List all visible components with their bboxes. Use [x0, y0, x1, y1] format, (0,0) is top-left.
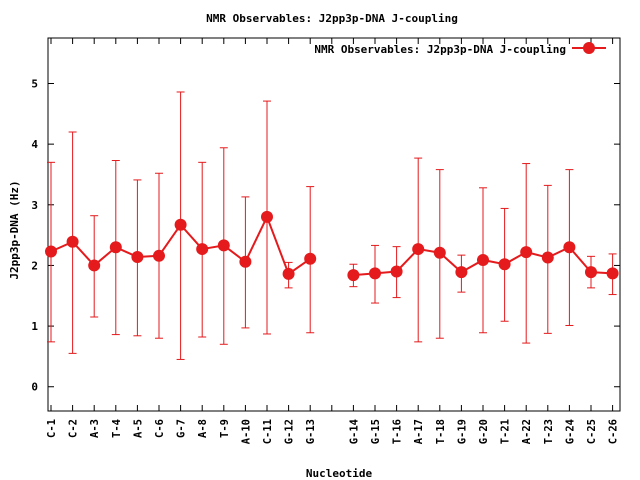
data-point — [45, 245, 57, 258]
legend: NMR Observables: J2pp3p-DNA J-coupling — [314, 42, 606, 56]
y-tick-label: 1 — [31, 320, 38, 333]
data-point — [477, 253, 489, 266]
x-tick-label: C-2 — [68, 419, 80, 438]
x-tick-label: T-18 — [435, 419, 447, 444]
x-tick-label: T-9 — [219, 419, 231, 438]
series-line — [50, 214, 613, 277]
chart-title: NMR Observables: J2pp3p-DNA J-coupling — [206, 12, 458, 25]
data-point — [412, 243, 425, 256]
data-point — [196, 243, 209, 256]
x-tick-label: A-3 — [89, 419, 101, 438]
x-tick-label: G-20 — [478, 419, 490, 444]
x-tick-label: G-19 — [456, 419, 468, 444]
data-point — [541, 251, 554, 264]
y-tick-label: 2 — [31, 259, 38, 272]
x-tick-label: G-7 — [176, 419, 188, 438]
data-point — [520, 246, 533, 259]
data-point — [455, 266, 468, 279]
x-tick-label: C-26 — [608, 419, 620, 444]
error-bars — [47, 91, 617, 360]
series-points — [45, 210, 619, 282]
data-point — [347, 269, 360, 282]
data-point — [239, 255, 252, 268]
legend-label: NMR Observables: J2pp3p-DNA J-coupling — [314, 43, 566, 56]
data-point — [563, 241, 576, 254]
data-point — [131, 250, 144, 263]
data-point — [433, 246, 446, 259]
data-point — [174, 218, 187, 231]
plot-frame — [47, 37, 621, 412]
y-tick-label: 0 — [31, 381, 38, 394]
x-tick-label: C-11 — [262, 419, 274, 444]
y-axis: 0 1 2 3 4 5 — [31, 77, 620, 394]
data-point — [585, 266, 597, 279]
data-point — [498, 258, 511, 271]
x-tick-label: T-16 — [392, 419, 404, 444]
data-point — [217, 239, 230, 252]
x-tick-label: A-22 — [521, 419, 533, 444]
data-point — [66, 235, 79, 248]
x-tick-label: G-12 — [284, 419, 296, 444]
x-tick-label: G-24 — [564, 419, 576, 444]
data-point — [282, 267, 295, 280]
x-axis-label: Nucleotide — [306, 467, 373, 480]
x-tick-label: G-15 — [370, 419, 382, 444]
data-point — [304, 252, 317, 265]
y-tick-label: 3 — [31, 199, 38, 212]
x-tick-label: G-14 — [348, 419, 360, 444]
data-point — [261, 210, 273, 223]
x-tick-label: C-25 — [586, 419, 598, 444]
data-point — [153, 249, 165, 262]
legend-marker — [583, 42, 595, 54]
x-tick-label: A-10 — [240, 419, 252, 444]
data-point — [88, 259, 101, 272]
data-point — [606, 267, 619, 280]
x-tick-label: G-13 — [305, 419, 317, 444]
y-tick-label: 5 — [31, 77, 38, 90]
data-point — [390, 265, 403, 278]
x-tick-label: T-23 — [543, 419, 555, 444]
x-tick-label: A-5 — [132, 419, 144, 438]
x-tick-label: A-8 — [197, 419, 209, 438]
x-tick-label: C-1 — [46, 419, 58, 438]
data-point — [369, 267, 381, 280]
y-axis-label: J2pp3p-DNA (Hz) — [8, 180, 21, 279]
x-tick-label: C-6 — [154, 419, 166, 438]
x-tick-label: A-17 — [413, 419, 425, 444]
data-point — [109, 241, 122, 254]
x-axis: C-1 C-2 A-3 T-4 A-5 C-6 G-7 A-8 T-9 A-10 C-11 G-12 G… — [46, 38, 620, 444]
y-tick-label: 4 — [31, 138, 38, 151]
x-tick-label: T-21 — [500, 419, 512, 444]
x-tick-label: T-4 — [111, 419, 123, 438]
